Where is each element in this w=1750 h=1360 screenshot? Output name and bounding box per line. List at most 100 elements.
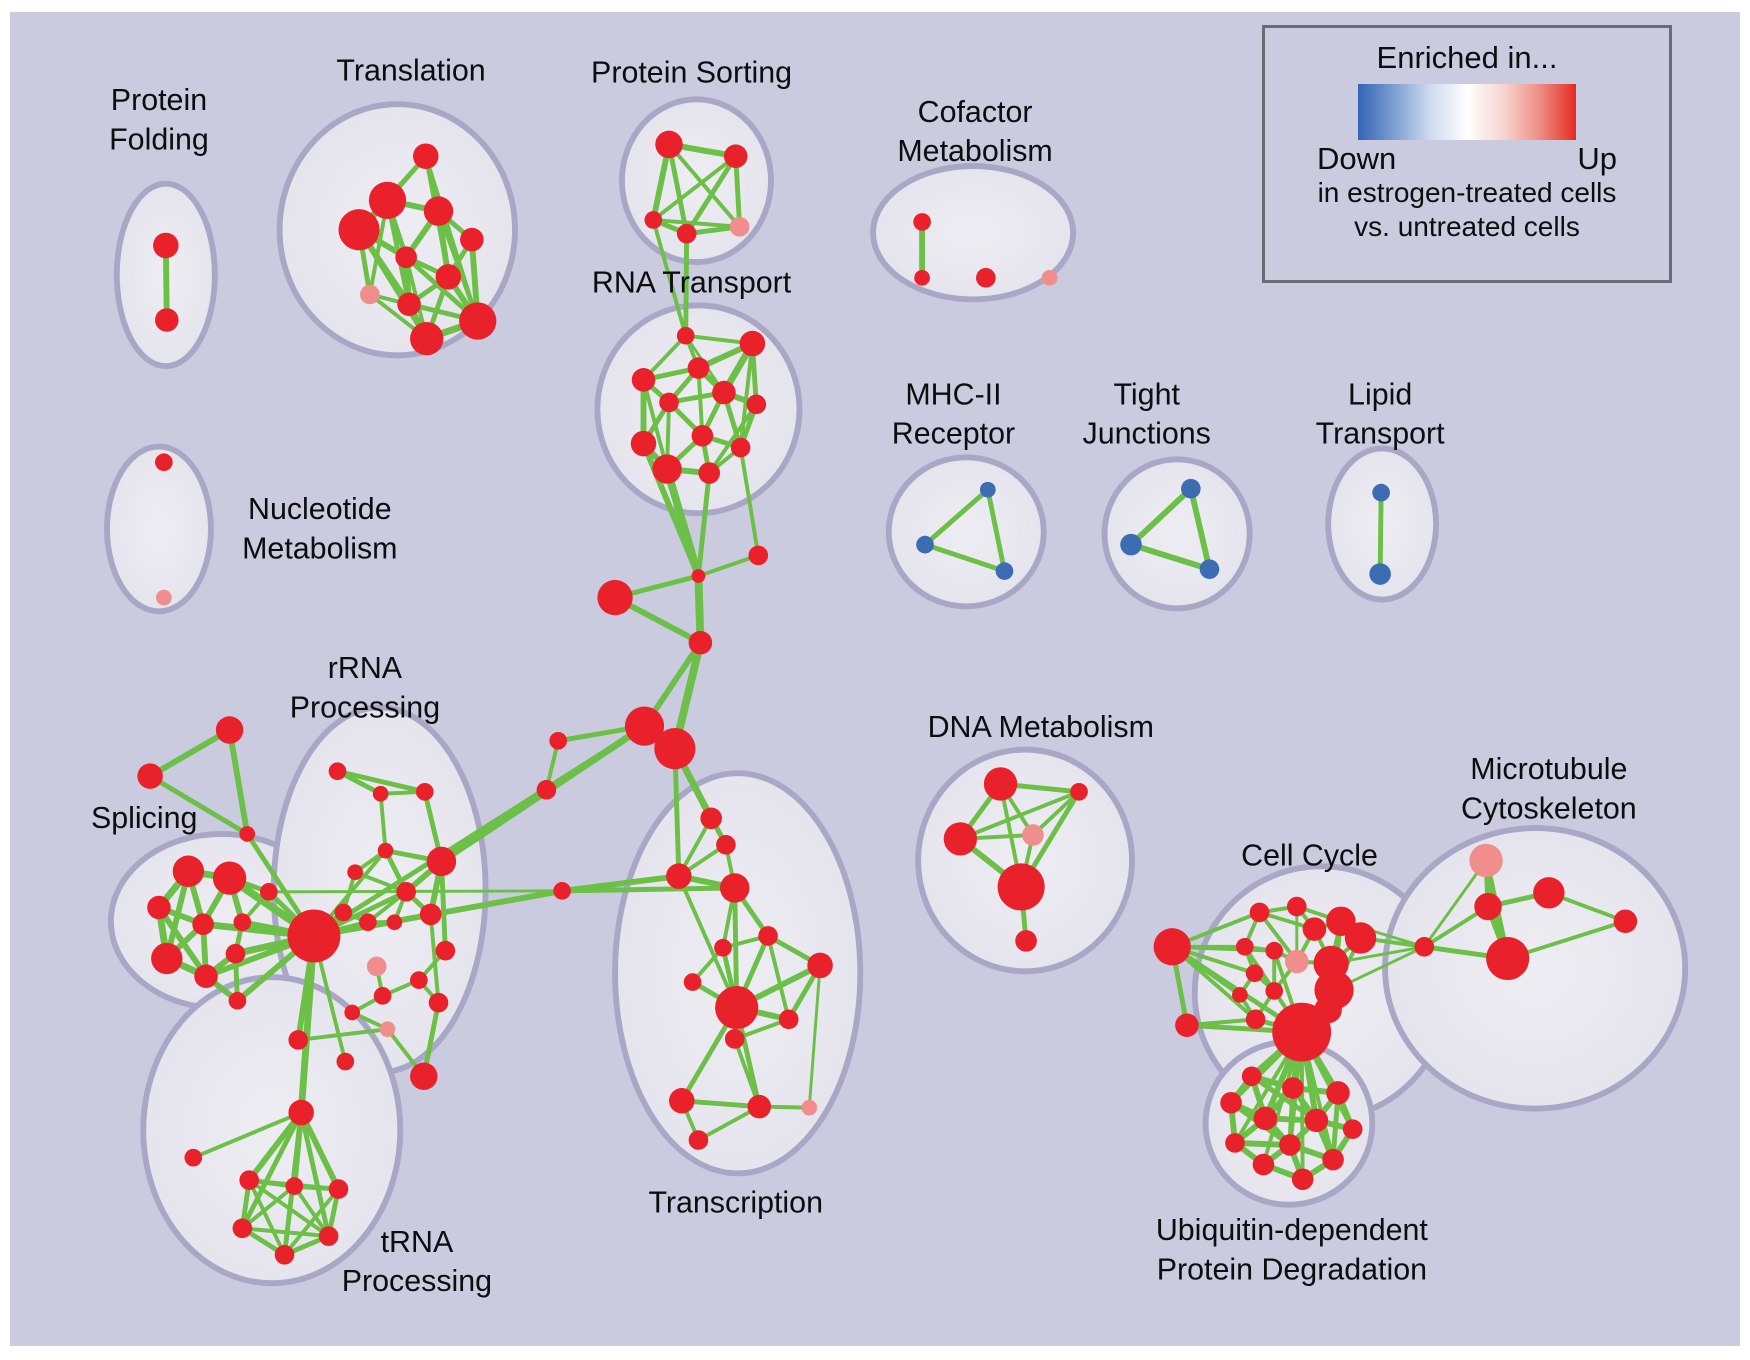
cluster-label-protein-sorting: Protein Sorting (591, 56, 792, 90)
cluster-label-dna-metabolism: DNA Metabolism (928, 710, 1154, 744)
gene-set-node-v12 (669, 1088, 695, 1114)
cluster-label-cofactor-metabolism: Cofactor Metabolism (897, 95, 1052, 168)
gene-set-node-g3 (1286, 896, 1307, 917)
gene-set-node-g8 (1265, 941, 1284, 960)
edge-m0-m1 (923, 487, 990, 547)
edge-q11-q19 (298, 1027, 388, 1042)
gene-set-node-d2 (943, 822, 978, 856)
gene-set-node-w2 (1474, 892, 1502, 921)
gene-set-node-g12 (1265, 982, 1284, 1000)
gene-set-node-t7 (360, 284, 380, 305)
edge-v5-v10 (766, 935, 791, 1020)
gene-set-node-q6 (426, 846, 457, 877)
edge-u3-u6 (292, 1185, 331, 1238)
gene-set-node-r3 (631, 368, 656, 392)
cluster-label-ubiquitin-degradation: Ubiquitin-dependent Protein Degradation (1156, 1213, 1429, 1286)
gene-set-node-d1 (1070, 782, 1088, 801)
gene-set-node-q10 (386, 914, 403, 931)
edge-x0-x1 (148, 727, 232, 779)
gene-set-node-w3 (1414, 936, 1435, 957)
gene-set-node-b3 (1220, 1091, 1242, 1114)
gene-set-node-t3 (338, 209, 380, 251)
edge-h0-c4 (312, 724, 646, 939)
edge-s2-r0 (651, 219, 688, 337)
edge-v12-v13 (681, 1098, 760, 1110)
cluster-ellipse-tight-junctions (1101, 456, 1253, 612)
gene-set-node-p1 (212, 861, 247, 895)
gene-set-node-b9 (1322, 1148, 1344, 1171)
edge-s0-s4 (667, 143, 742, 229)
gene-set-node-u2 (239, 1170, 260, 1191)
gene-set-node-v15 (688, 1130, 709, 1150)
legend-up-label: Up (1577, 141, 1617, 176)
gene-set-node-q12 (344, 1004, 361, 1021)
gene-set-node-s1 (723, 144, 748, 168)
edge-s2-s4 (653, 217, 740, 229)
gene-set-node-t8 (397, 292, 421, 317)
cluster-label-tight-junctions: Tight Junctions (1083, 377, 1211, 450)
gene-set-node-c0 (691, 569, 706, 583)
gene-set-node-l0 (1372, 483, 1390, 502)
gene-set-node-q7 (419, 903, 442, 926)
gene-set-node-t1 (368, 181, 407, 219)
edge-j0-j2 (1187, 488, 1213, 570)
gene-set-node-q15 (428, 992, 449, 1013)
gene-set-node-q18 (366, 956, 387, 977)
cluster-label-splicing: Splicing (91, 801, 197, 835)
gene-set-node-r11 (698, 462, 721, 484)
gene-set-node-s2 (644, 211, 663, 229)
gene-set-node-t6 (435, 264, 462, 290)
gene-set-node-w1 (1533, 877, 1565, 909)
gene-set-node-d3 (1022, 824, 1044, 846)
edge-v11-v13 (732, 1038, 762, 1108)
gene-set-node-r5 (712, 380, 736, 405)
cluster-label-nucleotide-metabolism: Nucleotide Metabolism (242, 492, 397, 565)
gene-set-node-v7 (807, 952, 833, 979)
gene-set-node-r10 (652, 454, 682, 484)
gene-set-node-v14 (801, 1099, 818, 1116)
edge-s3-r0 (683, 233, 690, 336)
edge-q0-q2 (336, 768, 426, 795)
gene-set-node-v13 (747, 1094, 772, 1119)
gene-set-node-s0 (655, 130, 683, 159)
gene-set-node-r6 (746, 394, 767, 415)
legend-subtitle-line1: in estrogen-treated cells (1317, 177, 1617, 208)
gene-set-node-x0 (215, 716, 244, 744)
gene-set-node-g17 (1272, 1002, 1332, 1062)
gene-set-node-d0 (983, 767, 1018, 801)
gene-set-node-j1 (1120, 533, 1142, 556)
edge-v3-v4 (562, 885, 735, 894)
gene-set-node-v6 (714, 938, 732, 957)
gene-set-node-v1 (716, 834, 736, 855)
gene-set-node-v11 (724, 1029, 745, 1049)
gene-set-node-g6 (1344, 922, 1377, 954)
cluster-labels: Protein Folding Translation Protein Sorting… (91, 54, 1637, 1298)
edge-s0-s3 (666, 143, 690, 235)
gene-set-node-b7 (1225, 1133, 1245, 1153)
gene-set-node-c5 (654, 728, 696, 770)
gene-set-node-r1 (739, 330, 766, 357)
edge-r6-r11 (707, 403, 758, 475)
gene-set-node-q17 (410, 1062, 438, 1090)
edge-v7-v14 (807, 965, 822, 1108)
edge-u2-u6 (248, 1178, 330, 1238)
gene-set-node-r9 (630, 430, 657, 457)
gene-set-node-g0 (1153, 928, 1191, 966)
gene-set-node-v9 (715, 986, 759, 1030)
gene-set-node-q19 (379, 1021, 396, 1038)
gene-set-node-w0 (1469, 843, 1503, 878)
gene-set-node-u5 (232, 1218, 253, 1239)
gene-set-node-q2 (415, 782, 434, 801)
gene-set-node-q3 (377, 842, 394, 859)
gene-set-node-b6 (1342, 1119, 1363, 1140)
cluster-label-rna-transport: RNA Transport (592, 266, 792, 300)
gene-set-node-p9 (259, 883, 278, 901)
network-canvas: Protein Folding Translation Protein Sorting… (91, 54, 1689, 1298)
gene-set-node-m0 (979, 481, 996, 498)
edge-u0-u6 (298, 1112, 332, 1237)
edge-t2-t9 (436, 210, 480, 322)
gene-set-node-f1 (914, 269, 930, 286)
edge-h0-u0 (297, 935, 318, 1113)
cluster-label-protein-folding: Protein Folding (109, 83, 209, 156)
gene-set-node-p6 (194, 964, 218, 988)
